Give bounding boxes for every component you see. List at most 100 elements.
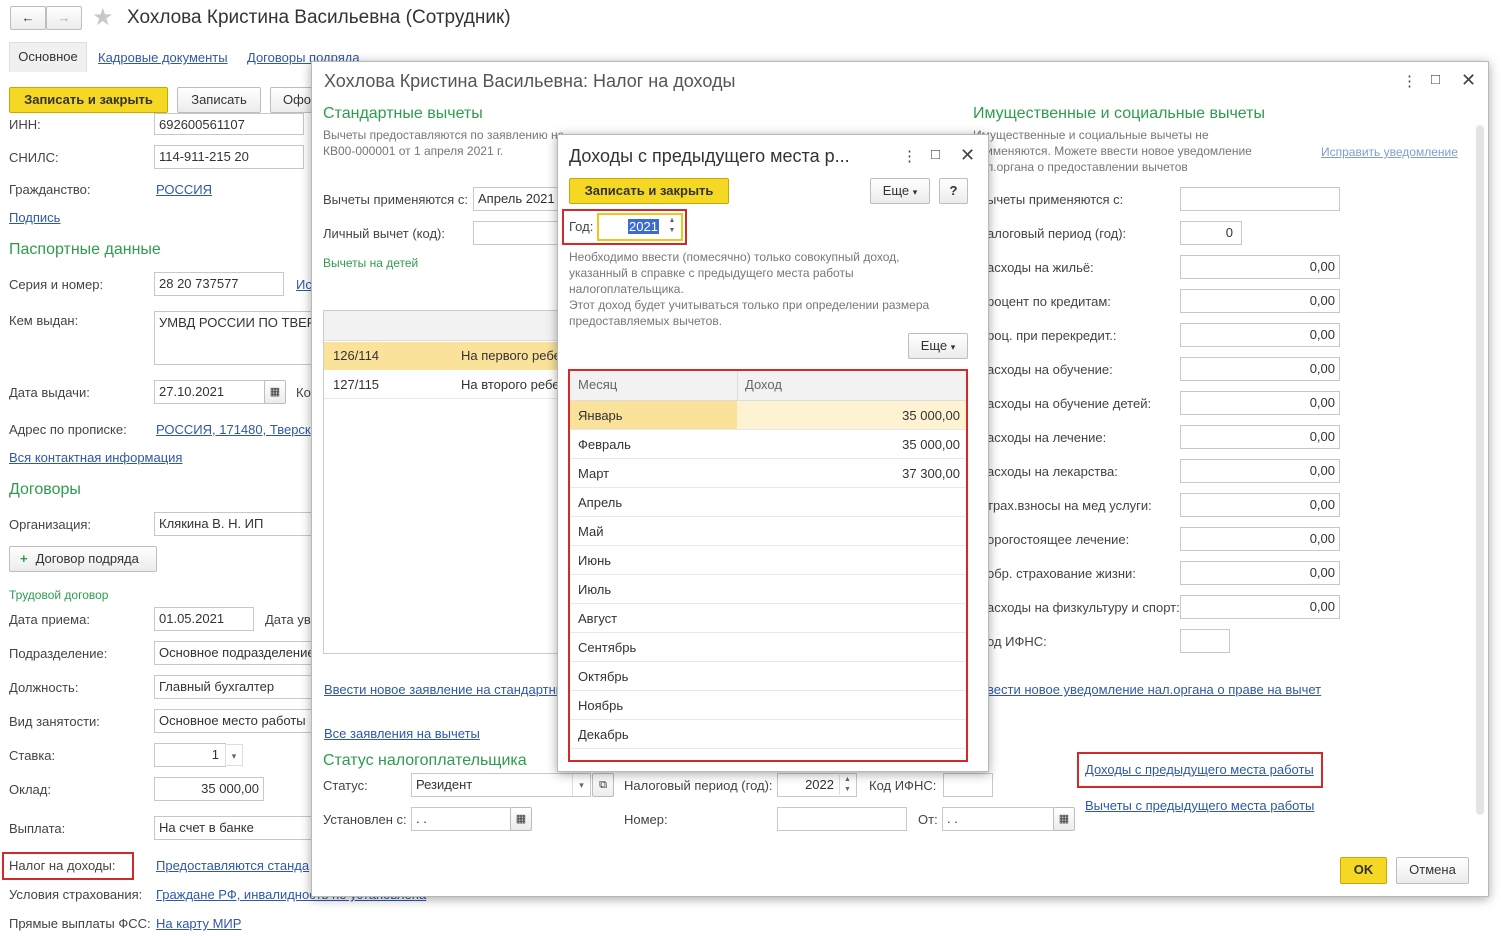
number-field[interactable] bbox=[777, 807, 907, 831]
income-row[interactable]: Июль bbox=[570, 575, 966, 604]
property-row-field[interactable]: 0 bbox=[1180, 221, 1242, 245]
employment-field[interactable]: Основное место работы bbox=[154, 709, 314, 733]
year-field[interactable]: 2021 ▲ ▼ bbox=[597, 213, 683, 241]
tax-period-field[interactable]: 2022 bbox=[777, 773, 857, 797]
income-row[interactable]: Май bbox=[570, 517, 966, 546]
save-button[interactable]: Записать bbox=[177, 87, 261, 113]
prev-income-link[interactable]: Доходы с предыдущего места работы bbox=[1085, 762, 1314, 777]
issue-date-field[interactable]: 27.10.2021 bbox=[154, 380, 266, 404]
hire-date-field[interactable]: 01.05.2021 bbox=[154, 607, 254, 631]
labor-contract-link[interactable]: Трудовой договор bbox=[9, 588, 109, 602]
property-row-field[interactable]: 0,00 bbox=[1180, 289, 1340, 313]
income-row[interactable]: Декабрь bbox=[570, 720, 966, 749]
all-contacts-link[interactable]: Вся контактная информация bbox=[9, 450, 183, 465]
prev-deductions-link[interactable]: Вычеты с предыдущего места работы bbox=[1085, 798, 1315, 813]
income-table-header bbox=[570, 371, 966, 401]
new-std-application-link[interactable]: Ввести новое заявление на стандартные bbox=[324, 682, 573, 697]
property-row-field[interactable]: 0,00 bbox=[1180, 527, 1340, 551]
org-field[interactable]: Клякина В. Н. ИП bbox=[154, 512, 314, 536]
all-applications-link[interactable]: Все заявления на вычеты bbox=[324, 726, 480, 741]
set-from-field[interactable]: . . bbox=[411, 807, 511, 831]
inn-field[interactable]: 692600561107 bbox=[154, 113, 304, 135]
status-field[interactable]: Резидент bbox=[411, 773, 591, 797]
property-row-field[interactable] bbox=[1180, 629, 1230, 653]
property-row-field[interactable]: 0,00 bbox=[1180, 459, 1340, 483]
address-link[interactable]: РОССИЯ, 171480, Тверск bbox=[156, 422, 311, 437]
income-note-line5: предоставляемых вычетов. bbox=[569, 314, 723, 328]
salary-field[interactable]: 35 000,00 bbox=[154, 777, 264, 801]
dialog-more-button[interactable]: Еще ▾ bbox=[870, 178, 930, 204]
cancel-button[interactable]: Отмена bbox=[1396, 857, 1469, 884]
income-row[interactable]: Февраль 35 000,00 bbox=[570, 430, 966, 459]
save-close-button[interactable]: Записать и закрыть bbox=[9, 87, 168, 113]
property-row-field[interactable]: 0,00 bbox=[1180, 425, 1340, 449]
snils-field[interactable]: 114-911-215 20 bbox=[154, 145, 304, 169]
tax-link[interactable]: Предоставляются станда bbox=[156, 858, 310, 873]
tax-window-close-icon[interactable]: ✕ bbox=[1461, 70, 1477, 90]
fix-notice-link[interactable]: Исправить уведомление bbox=[1321, 145, 1458, 159]
income-dialog-close-icon[interactable]: ✕ bbox=[960, 145, 976, 165]
rate-dropdown-icon[interactable]: ▾ bbox=[225, 744, 243, 766]
new-notice-link[interactable]: вести новое уведомление нал.органа о пра… bbox=[987, 682, 1322, 697]
issued-by-field[interactable]: УМВД РОССИИ ПО ТВЕР bbox=[154, 311, 314, 365]
star-icon[interactable]: ★ bbox=[92, 4, 114, 31]
applied-from-field[interactable]: Апрель 2021 bbox=[473, 187, 563, 211]
income-dialog-maximize-icon[interactable]: □ bbox=[931, 146, 941, 163]
forward-button[interactable]: → bbox=[46, 6, 82, 30]
citizenship-label: Гражданство: bbox=[9, 182, 91, 197]
income-dialog-menu-icon[interactable]: ⋮ bbox=[902, 148, 917, 165]
calendar-icon[interactable]: ▦ bbox=[264, 380, 286, 404]
back-button[interactable]: ← bbox=[10, 6, 46, 30]
set-from-calendar-icon[interactable]: ▦ bbox=[510, 807, 532, 831]
child-row[interactable]: 127/115 На второго ребе bbox=[324, 371, 562, 399]
property-row-field[interactable]: 0,00 bbox=[1180, 493, 1340, 517]
fss-link[interactable]: На карту МИР bbox=[156, 916, 242, 931]
property-row-field[interactable]: 0,00 bbox=[1180, 323, 1340, 347]
status-open-icon[interactable]: ⧉ bbox=[592, 773, 614, 797]
income-row[interactable]: Апрель bbox=[570, 488, 966, 517]
series-field[interactable]: 28 20 737577 bbox=[154, 272, 284, 296]
tab-hr-documents[interactable]: Кадровые документы bbox=[98, 50, 228, 65]
income-row[interactable]: Январь 35 000,00 bbox=[570, 401, 966, 430]
signature-link[interactable]: Подпись bbox=[9, 210, 61, 225]
applied-from-label: Вычеты применяются с: bbox=[323, 192, 468, 207]
children-deductions-link[interactable]: Вычеты на детей bbox=[323, 256, 419, 270]
income-row[interactable]: Октябрь bbox=[570, 662, 966, 691]
year-spinner-icon[interactable]: ▲ ▼ bbox=[668, 217, 676, 234]
income-row[interactable]: Июнь bbox=[570, 546, 966, 575]
tax-window-scrollbar[interactable] bbox=[1476, 125, 1484, 815]
division-field[interactable]: Основное подразделение bbox=[154, 641, 314, 665]
property-row-field[interactable] bbox=[1180, 187, 1340, 211]
income-row[interactable]: Март 37 300,00 bbox=[570, 459, 966, 488]
from-field[interactable]: . . bbox=[942, 807, 1054, 831]
property-row-field[interactable]: 0,00 bbox=[1180, 357, 1340, 381]
citizenship-link[interactable]: РОССИЯ bbox=[156, 182, 213, 197]
income-row[interactable]: Ноябрь bbox=[570, 691, 966, 720]
tax-period-spinner-icon[interactable]: ▲ ▼ bbox=[839, 775, 855, 795]
tax-window-menu-icon[interactable]: ⋮ bbox=[1402, 73, 1417, 90]
property-row-field[interactable]: 0,00 bbox=[1180, 561, 1340, 585]
payment-field[interactable]: На счет в банке bbox=[154, 816, 314, 840]
child-row-selected[interactable]: 126/114 На первого ребе bbox=[324, 342, 562, 370]
add-contract-button[interactable]: + Договор подряда bbox=[9, 546, 157, 572]
income-row[interactable]: Сентябрь bbox=[570, 633, 966, 662]
set-from-label: Установлен с: bbox=[323, 812, 407, 827]
series-link[interactable]: Ис bbox=[296, 277, 312, 292]
property-row-field[interactable]: 0,00 bbox=[1180, 255, 1340, 279]
help-button[interactable]: ? bbox=[939, 178, 968, 204]
table-more-button[interactable]: Еще ▾ bbox=[908, 333, 968, 359]
property-row-field[interactable]: 0,00 bbox=[1180, 391, 1340, 415]
property-row-field[interactable]: 0,00 bbox=[1180, 595, 1340, 619]
tab-main[interactable]: Основное bbox=[9, 42, 87, 72]
dialog-save-close-button[interactable]: Записать и закрыть bbox=[569, 178, 729, 204]
personal-deduction-field[interactable] bbox=[473, 221, 563, 245]
more-actions-button[interactable]: Офо bbox=[270, 87, 312, 113]
from-calendar-icon[interactable]: ▦ bbox=[1053, 807, 1075, 831]
position-field[interactable]: Главный бухгалтер bbox=[154, 675, 314, 699]
status-dropdown-icon[interactable]: ▾ bbox=[572, 774, 590, 796]
tax-window-maximize-icon[interactable]: □ bbox=[1431, 71, 1441, 88]
ok-button[interactable]: OK bbox=[1340, 857, 1387, 884]
ifns-field[interactable] bbox=[943, 773, 993, 797]
income-row[interactable]: Август bbox=[570, 604, 966, 633]
rate-field[interactable]: 1 bbox=[154, 743, 226, 767]
